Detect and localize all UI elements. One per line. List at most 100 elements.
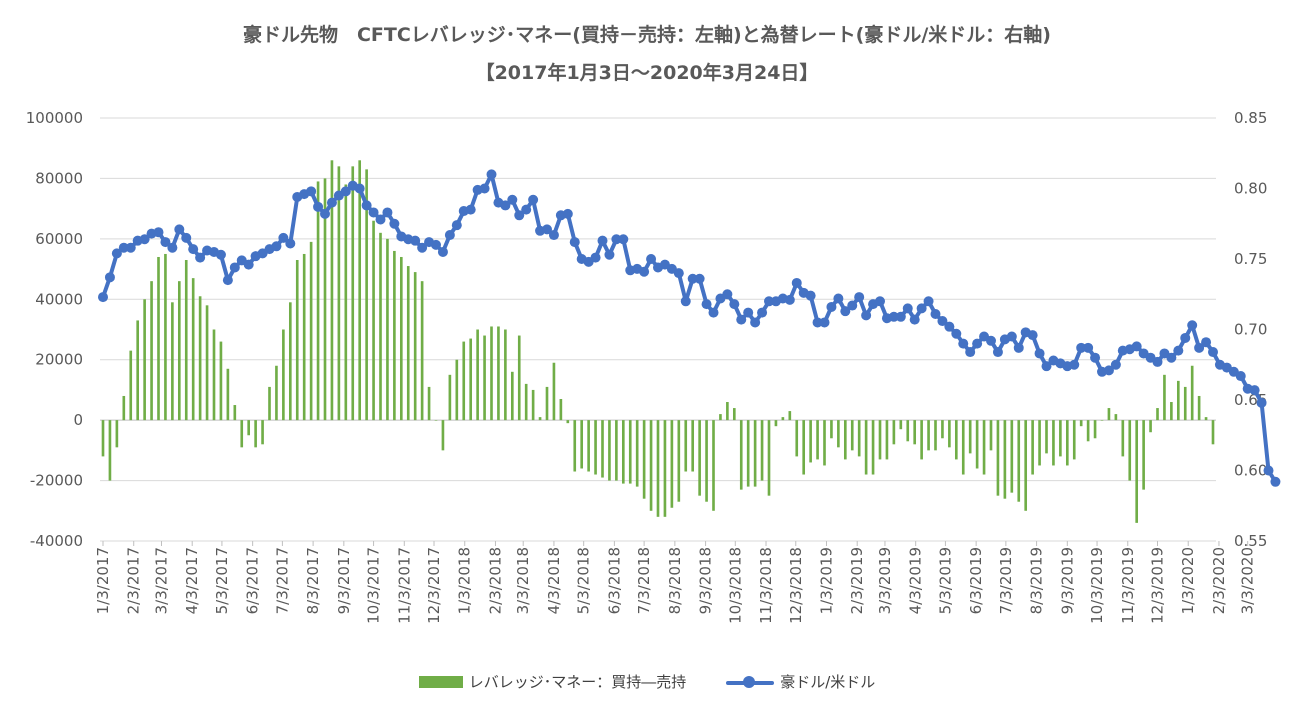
line-point	[958, 338, 969, 349]
legend-item-bar: レバレッジ･マネー：買持―売持	[418, 671, 686, 692]
x-tick-label: 9/3/2017	[335, 547, 353, 614]
bar	[712, 420, 715, 511]
line-point	[680, 296, 691, 307]
bar	[906, 420, 910, 442]
line-point	[840, 306, 851, 317]
bar	[427, 386, 431, 421]
line-point	[181, 232, 192, 243]
x-tick-label: 5/3/2017	[213, 547, 231, 614]
line-point	[1152, 356, 1163, 367]
bar	[767, 420, 771, 496]
line-point	[1173, 345, 1184, 356]
bar	[1072, 420, 1076, 460]
line-point	[382, 207, 393, 218]
bar	[1163, 374, 1166, 421]
bar	[1114, 414, 1118, 421]
y-right-tick-label: 0.80	[1234, 180, 1267, 198]
bar	[386, 238, 389, 421]
bar	[233, 405, 237, 421]
bar	[892, 420, 896, 445]
line-point	[1235, 371, 1246, 382]
line-point	[791, 277, 802, 288]
bar	[399, 256, 403, 421]
bar	[982, 420, 986, 475]
bar	[545, 386, 549, 421]
bar	[1211, 420, 1215, 445]
bar	[247, 420, 251, 436]
bar	[538, 417, 542, 421]
line-point	[542, 224, 552, 235]
line-point	[1103, 365, 1114, 376]
bar	[559, 398, 563, 421]
bar	[240, 420, 244, 448]
bar	[101, 420, 105, 457]
x-tick-label: 6/3/2019	[967, 547, 985, 614]
bar	[684, 420, 688, 472]
bar	[566, 420, 570, 424]
bar	[850, 420, 854, 451]
bar	[261, 420, 264, 445]
bar	[441, 420, 445, 451]
bar	[635, 420, 639, 487]
bar	[1010, 420, 1014, 493]
line-point	[951, 328, 962, 339]
y-left-tick-label: 20000	[35, 351, 83, 369]
line-point	[215, 249, 226, 260]
line-point	[361, 200, 372, 211]
bar	[996, 420, 1000, 496]
line-point	[701, 299, 712, 310]
line-point	[1034, 348, 1045, 359]
bar	[698, 420, 701, 496]
bar	[129, 350, 133, 421]
line-point	[972, 338, 983, 349]
bar	[837, 420, 840, 448]
line-point	[604, 249, 615, 260]
line-point	[139, 234, 150, 245]
x-tick-label: 7/3/2018	[635, 547, 653, 614]
line-point	[278, 232, 289, 243]
line-point	[875, 296, 885, 307]
bar	[1031, 420, 1034, 475]
line-point	[410, 235, 421, 246]
bar	[941, 420, 944, 439]
line-point	[306, 186, 317, 197]
line-point	[673, 268, 684, 279]
y-left-tick-label: 100000	[26, 109, 83, 127]
line-point	[1187, 320, 1198, 331]
line-point	[1256, 397, 1267, 408]
line-point	[368, 207, 379, 218]
x-tick-label: 1/3/2018	[456, 547, 474, 614]
line-point	[930, 308, 941, 319]
line-point	[1110, 359, 1121, 370]
bar	[344, 184, 348, 421]
bar	[1017, 420, 1021, 502]
bar	[746, 420, 750, 487]
line-point	[229, 262, 240, 273]
line-point	[597, 235, 608, 246]
bar	[823, 420, 826, 466]
line-point	[548, 230, 559, 241]
bar	[136, 320, 140, 421]
x-tick-label: 1/3/2017	[94, 547, 112, 614]
line-point	[1166, 352, 1177, 363]
line-point	[854, 292, 865, 303]
bar	[504, 329, 507, 421]
line-point	[375, 214, 386, 225]
y-right-tick-label: 0.85	[1234, 109, 1267, 127]
line-point	[1131, 341, 1142, 352]
bar	[587, 420, 590, 472]
bar	[989, 420, 993, 451]
bar	[788, 411, 792, 421]
line-point	[1201, 337, 1212, 348]
bar	[157, 256, 160, 421]
bar	[288, 302, 292, 421]
bar	[1059, 420, 1062, 457]
bar	[455, 359, 459, 421]
x-tick-label: 8/3/2018	[666, 547, 684, 614]
bar	[573, 420, 577, 472]
bar	[1079, 420, 1083, 427]
x-tick-label: 12/3/2018	[787, 547, 805, 624]
bar	[1003, 420, 1007, 499]
x-tick-label: 2/3/2019	[848, 547, 866, 614]
bar	[878, 420, 882, 460]
